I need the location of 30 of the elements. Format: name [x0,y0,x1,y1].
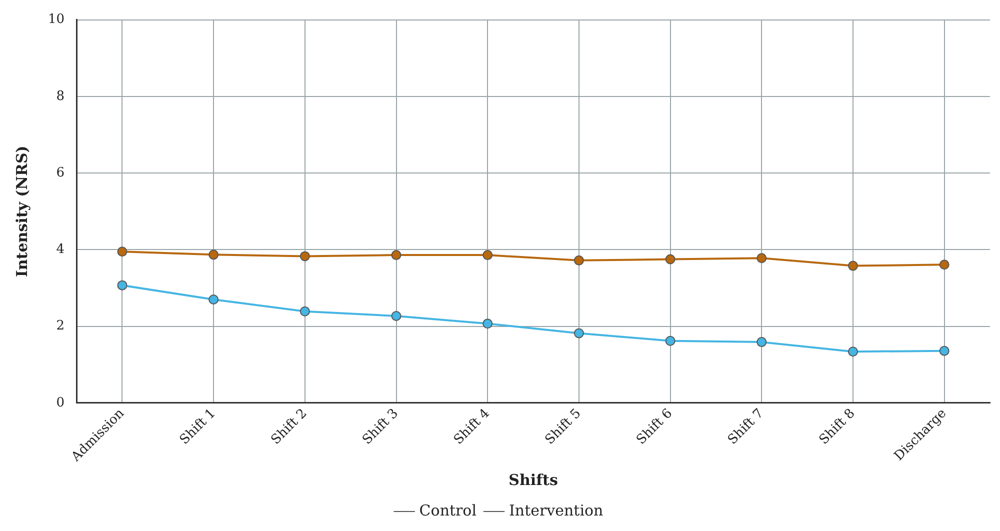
point [848,346,858,357]
point [939,346,950,356]
point [574,328,584,338]
y-tick-label: 0 [56,395,65,410]
y-tick-label: 6 [56,165,65,180]
point [482,250,493,260]
point [848,260,858,271]
y-axis-title: Intensity (NRS) [12,146,31,278]
point [300,306,310,316]
legend-label: Intervention [509,501,604,520]
y-tick-label: 4 [56,242,65,258]
point [574,255,584,266]
point [117,280,128,290]
y-tick-label: 10 [48,12,65,28]
point [208,250,219,260]
x-axis-title: Shifts [508,470,558,489]
point [300,251,310,262]
point [482,318,493,329]
y-tick-label: 2 [56,318,65,334]
point [117,246,128,257]
y-tick-label: 8 [56,88,65,104]
point [939,260,950,270]
legend-label: Control [419,501,477,520]
point [665,336,676,346]
point [208,294,219,305]
point [756,253,767,264]
point [665,254,676,264]
point [391,250,402,260]
point [391,310,402,321]
point [756,337,767,348]
